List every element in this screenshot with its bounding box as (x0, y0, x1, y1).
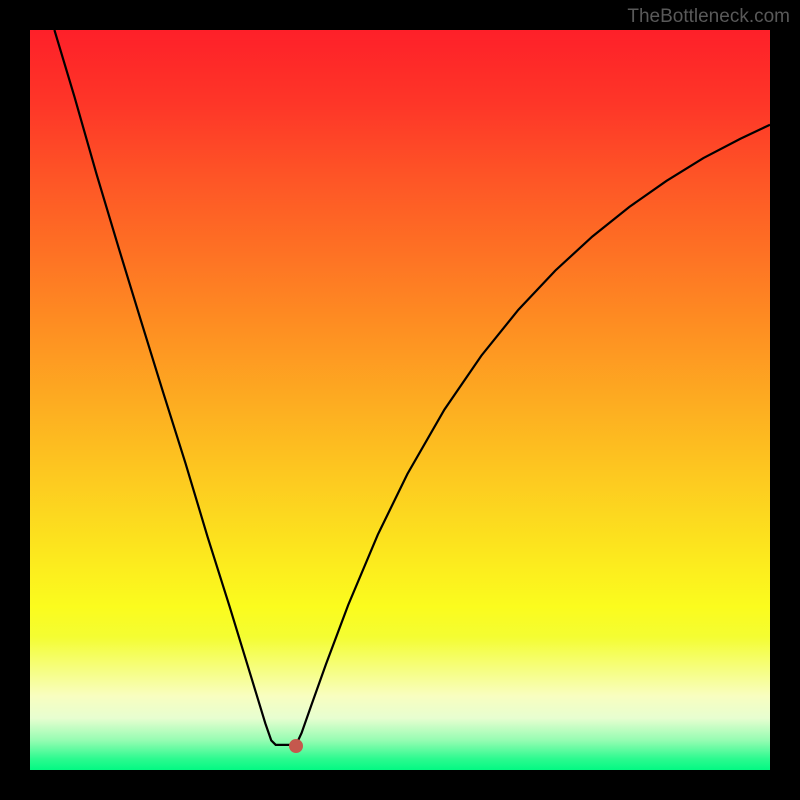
bottleneck-curve (30, 30, 770, 770)
curve-path (54, 30, 770, 745)
watermark-text: TheBottleneck.com (627, 6, 790, 28)
optimal-point-marker (289, 739, 303, 753)
plot-area (30, 30, 770, 770)
